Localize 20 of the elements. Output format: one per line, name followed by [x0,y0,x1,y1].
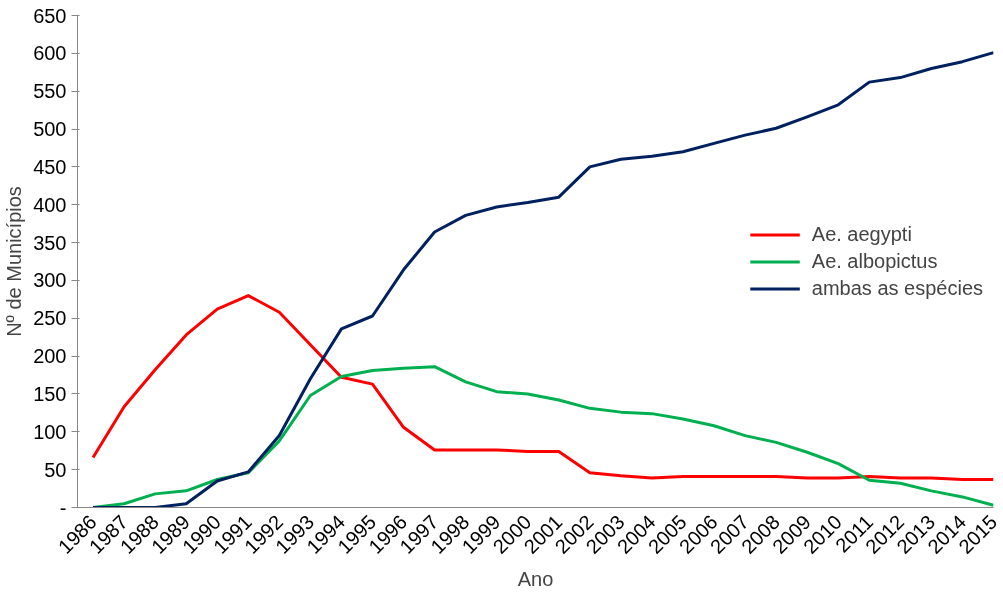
line-series [91,51,994,508]
y-tick-label: 50 [44,458,67,481]
y-tick-label: 350 [33,231,67,254]
y-tick-label: 250 [33,307,67,330]
y-tick-label: 600 [33,42,67,65]
legend-label: Ae. albopictus [811,249,938,273]
y-tick-label: 650 [33,4,67,27]
y-tick-label: - [59,496,67,519]
y-tick-label: 150 [33,382,67,405]
x-axis-title: Ano [517,567,554,590]
y-axis-title: Nº de Municípios [3,186,26,337]
y-tick-label: 500 [33,118,67,141]
y-tick-label: 300 [33,269,67,292]
y-tick-label: 400 [33,193,67,216]
legend-label: Ae. aegypti [811,222,912,246]
y-tick-label: 450 [33,155,67,178]
legend-label: ambas as espécies [811,276,983,300]
y-tick-label: 200 [33,345,67,368]
y-tick-label: 100 [33,420,67,443]
y-tick-label: 550 [33,80,67,103]
